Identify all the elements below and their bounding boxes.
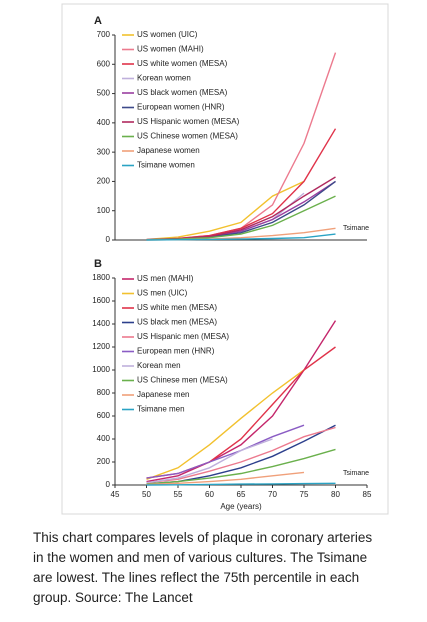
caption-line: are lowest. The lines reflect the 75th p… (33, 570, 360, 585)
x-axis-label: Age (years) (220, 502, 262, 511)
y-tick-label: 700 (97, 30, 111, 39)
y-tick-label: 600 (97, 411, 111, 420)
legend-label: US white men (MESA) (137, 303, 217, 312)
legend-label: Korean women (137, 74, 191, 83)
frame (61, 3, 389, 515)
annotation: Tsimane (343, 470, 369, 477)
panel-label: A (94, 15, 102, 27)
y-tick-label: 800 (97, 388, 111, 397)
series-line (146, 438, 273, 484)
series-line (146, 482, 336, 486)
y-tick-label: 200 (97, 177, 111, 186)
series-line (146, 426, 336, 484)
series-line (146, 424, 305, 479)
x-tick-label: 45 (111, 490, 120, 499)
y-tick-label: 100 (97, 206, 111, 215)
caption: This chart compares levels of plaque in … (33, 528, 413, 608)
y-tick-label: 0 (106, 235, 111, 244)
y-tick-label: 400 (97, 118, 111, 127)
x-tick-label: 50 (142, 490, 151, 499)
y-tick-label: 1200 (92, 342, 110, 351)
x-tick-label: 60 (205, 490, 214, 499)
legend-label: European men (HNR) (137, 347, 215, 356)
y-tick-label: 1400 (92, 319, 110, 328)
series-line (146, 424, 336, 485)
legend-label: US men (UIC) (137, 289, 188, 298)
legend-label: US Chinese men (MESA) (137, 376, 228, 385)
legend-label: Japanese men (137, 390, 189, 399)
legend-label: US white women (MESA) (137, 59, 228, 68)
x-tick-label: 85 (363, 490, 372, 499)
legend-label: US black men (MESA) (137, 318, 217, 327)
caption-line: in the women and men of various cultures… (33, 550, 368, 565)
series-line (146, 180, 336, 241)
annotation: Tsimane (343, 225, 369, 232)
x-tick-label: 75 (300, 490, 309, 499)
x-tick-label: 55 (174, 490, 183, 499)
x-tick-label: 80 (331, 490, 340, 499)
legend-label: Korean men (137, 361, 181, 370)
x-tick-label: 70 (268, 490, 277, 499)
x-tick-label: 65 (237, 490, 246, 499)
legend-label: US Hispanic women (MESA) (137, 117, 240, 126)
y-tick-label: 0 (106, 480, 111, 489)
legend-label: European women (HNR) (137, 103, 225, 112)
y-tick-label: 1000 (92, 365, 110, 374)
series-line (146, 233, 336, 241)
series-line (146, 176, 336, 241)
caption-line: group. Source: The Lancet (33, 590, 193, 605)
legend-label: Japanese women (137, 146, 200, 155)
panel-label: B (94, 258, 102, 270)
legend-label: US women (UIC) (137, 30, 198, 39)
caption-line: This chart compares levels of plaque in … (33, 530, 373, 545)
legend-label: US Hispanic men (MESA) (137, 332, 229, 341)
legend-label: Tsimane men (137, 405, 185, 414)
legend-label: US black women (MESA) (137, 88, 228, 97)
y-tick-label: 400 (97, 434, 111, 443)
series-line (146, 448, 336, 485)
legend-label: US men (MAHI) (137, 274, 194, 283)
legend-label: US women (MAHI) (137, 45, 204, 54)
y-tick-label: 600 (97, 59, 111, 68)
y-tick-label: 1800 (92, 273, 110, 282)
y-tick-label: 200 (97, 457, 111, 466)
series-line (146, 471, 305, 486)
y-tick-label: 500 (97, 89, 111, 98)
y-tick-label: 300 (97, 147, 111, 156)
legend-label: US Chinese women (MESA) (137, 132, 238, 141)
series-line (146, 369, 305, 480)
legend-label: Tsimane women (137, 161, 195, 170)
y-tick-label: 1600 (92, 296, 110, 305)
